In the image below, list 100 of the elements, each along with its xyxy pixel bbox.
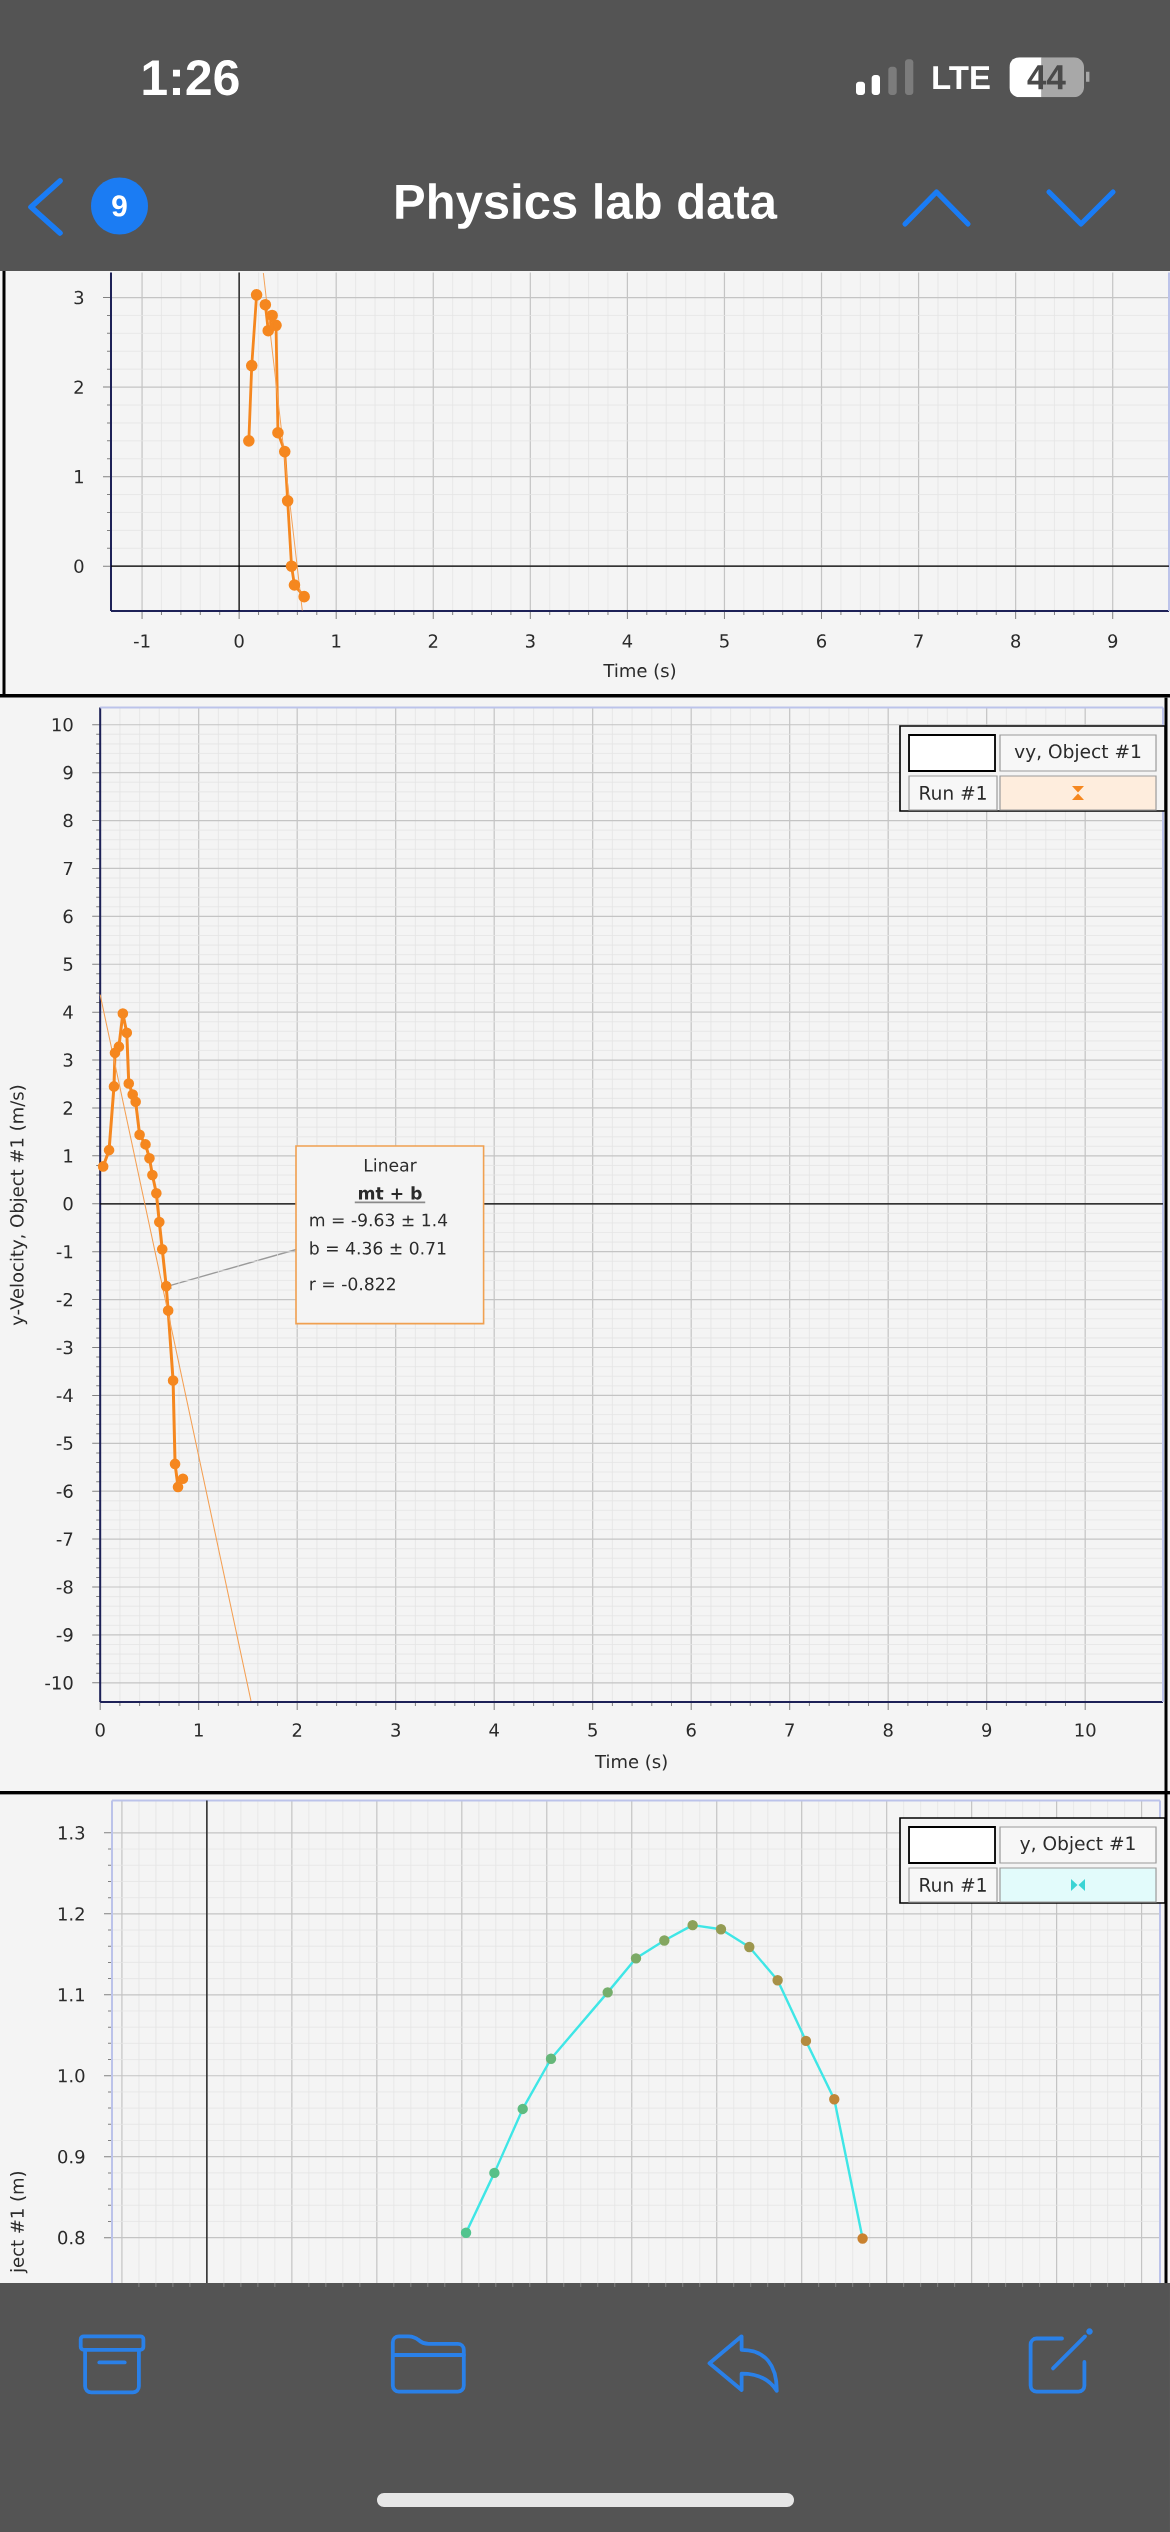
point (177, 1473, 189, 1485)
point (298, 590, 310, 603)
annotation: b = 4.36 ± 0.71 (310, 1241, 446, 1255)
y-tick-label: 0 (74, 559, 84, 574)
x-tick-label: 2 (428, 634, 438, 648)
y-tick-label: 4 (63, 1005, 73, 1019)
point (266, 309, 278, 322)
point (130, 1096, 141, 1108)
y-tick-label: 8 (63, 813, 73, 828)
y-tick-label: -3 (56, 1340, 73, 1355)
point (127, 1089, 138, 1100)
x-tick-label: 6 (817, 634, 827, 648)
point (117, 1008, 129, 1019)
point (250, 289, 263, 301)
x-tick-label: -1 (133, 634, 150, 648)
x-tick-label: 1 (194, 1723, 203, 1737)
x-tick-label: 9 (1108, 634, 1118, 648)
point (489, 2167, 500, 2179)
y-tick-label: -2 (56, 1292, 73, 1307)
y-tick-label: 1.3 (58, 1826, 85, 1840)
y-tick-label: -6 (56, 1484, 73, 1499)
x-tick-label: 4 (622, 634, 633, 648)
point (113, 1041, 125, 1052)
point (659, 1935, 670, 1946)
point (800, 2035, 812, 2047)
annotation: Linear (364, 1158, 417, 1172)
y-tick-label: 10 (52, 717, 73, 732)
point (829, 2094, 840, 2105)
point (162, 1305, 174, 1316)
y-tick-label: 3 (63, 1053, 73, 1067)
point (134, 1129, 145, 1141)
point (156, 1243, 168, 1255)
text: Run #1 (920, 786, 986, 800)
y-tick-label: -5 (56, 1436, 73, 1450)
y-tick-label: -4 (56, 1388, 73, 1402)
legend-title: y, Object #1 (1020, 1835, 1135, 1854)
x-tick-label: 7 (785, 1723, 794, 1737)
point (169, 1458, 181, 1470)
y-tick-label: -10 (45, 1676, 73, 1690)
y-tick-label: 7 (63, 861, 73, 875)
y-tick-label: -1 (56, 1245, 73, 1259)
y-tick-label: 1 (75, 470, 83, 484)
y-tick-label: 0.9 (58, 2149, 85, 2164)
y-tick-label: -9 (56, 1628, 73, 1642)
point (172, 1481, 184, 1493)
point (243, 435, 255, 447)
x-axis-title: Time (s) (603, 663, 676, 680)
y-tick-label: 1.2 (58, 1907, 84, 1921)
point (245, 359, 258, 372)
x-tick-label: 3 (391, 1723, 400, 1737)
y-axis-title: ject #1 (m) (10, 2171, 28, 2274)
y-tick-label: -7 (56, 1532, 73, 1546)
point (857, 2233, 868, 2244)
point (772, 1975, 783, 1986)
point (687, 1919, 698, 1931)
point (545, 2053, 557, 2064)
x-tick-label: 6 (686, 1723, 696, 1737)
x-tick-label: 0 (234, 634, 244, 648)
point (281, 495, 294, 507)
x-tick-label: 5 (720, 634, 729, 648)
y-tick-label: 1 (64, 1149, 73, 1163)
text: LTE (933, 66, 990, 90)
annotation: r = -0.822 (310, 1277, 395, 1291)
y-axis-title: y-Velocity, Object #1 (m/s) (9, 1085, 28, 1326)
text: Run #1 (920, 1878, 986, 1892)
point (121, 1027, 133, 1039)
y-tick-label: 2 (63, 1101, 73, 1115)
point (744, 1941, 755, 1953)
y-tick-label: 6 (63, 909, 73, 924)
point (147, 1169, 158, 1181)
text: 1:26 (143, 59, 239, 96)
point (715, 1924, 727, 1935)
x-tick-label: 4 (489, 1723, 499, 1737)
x-tick-label: 1 (332, 634, 341, 648)
point (270, 319, 282, 332)
point (167, 1375, 179, 1386)
x-tick-label: 8 (1011, 634, 1021, 648)
point (517, 2103, 528, 2115)
x-tick-label: 0 (95, 1723, 105, 1737)
y-tick-label: 0.8 (58, 2230, 85, 2245)
x-axis-title: Time (s) (594, 1754, 667, 1771)
y-tick-label: 1.1 (58, 1988, 84, 2002)
text: 9 (112, 195, 127, 217)
x-tick-label: 10 (1075, 1723, 1096, 1737)
x-tick-label: 8 (883, 1723, 893, 1737)
annotation: mt + b (358, 1186, 422, 1200)
point (460, 2227, 472, 2238)
point (288, 579, 301, 591)
point (153, 1216, 165, 1228)
point (262, 324, 275, 337)
point (108, 1081, 120, 1092)
x-tick-label: 2 (292, 1723, 302, 1737)
point (123, 1078, 135, 1089)
x-tick-label: 3 (525, 634, 535, 648)
point (630, 1953, 642, 1964)
y-tick-label: 5 (63, 957, 73, 971)
point (272, 426, 284, 439)
y-tick-label: 9 (63, 765, 73, 780)
x-tick-label: 7 (914, 634, 923, 648)
point (144, 1152, 155, 1164)
